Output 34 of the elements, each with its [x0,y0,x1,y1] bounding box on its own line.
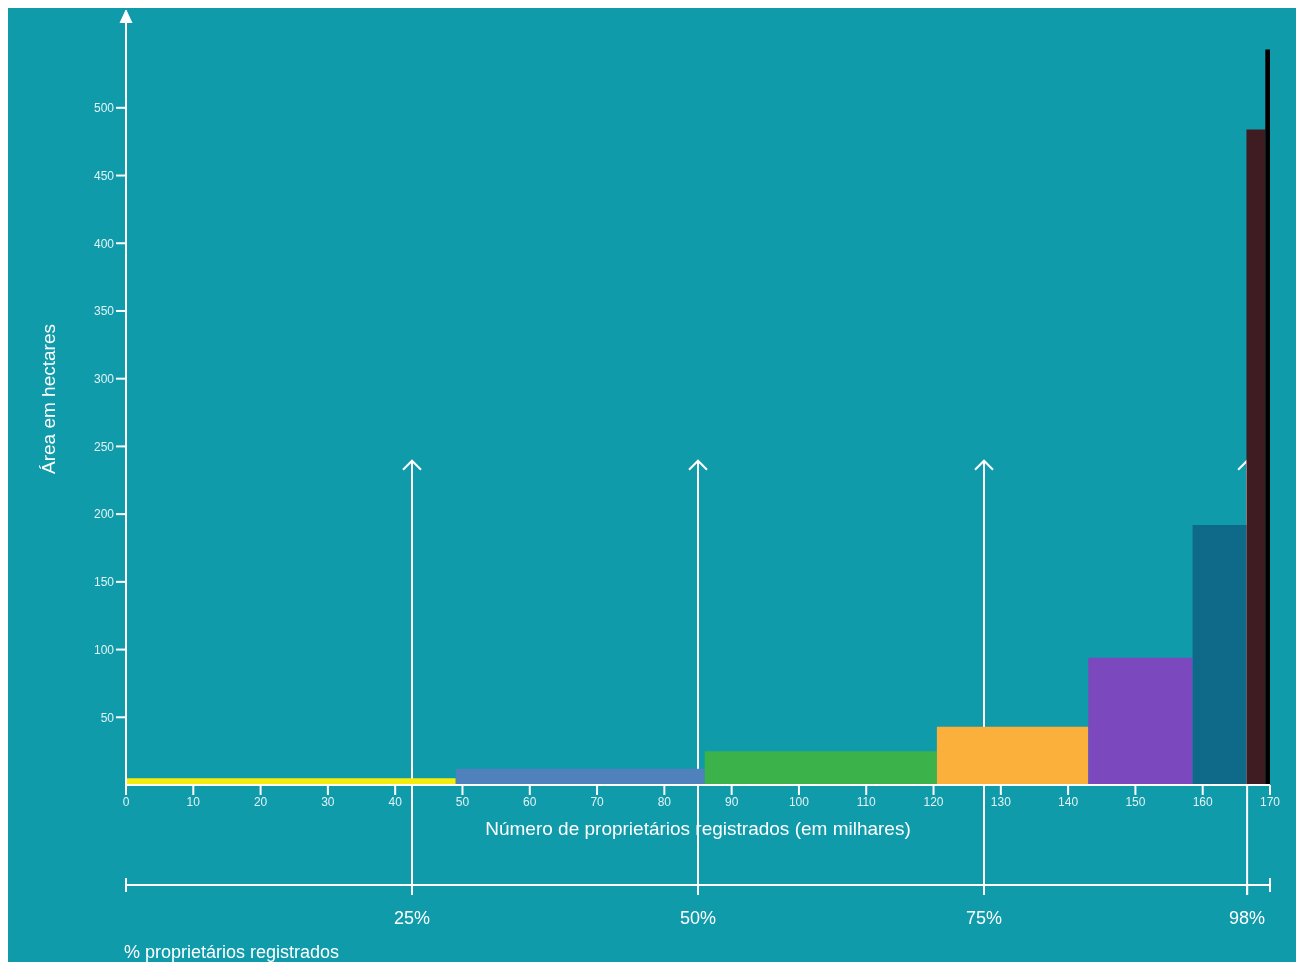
x-tick-label: 150 [1125,794,1146,809]
x-tick-label: 170 [1259,794,1281,809]
x-tick-label: 70 [590,794,605,809]
y-tick-label: 150 [93,575,115,590]
y-tick-label: 450 [93,168,115,183]
x2-axis-title: % proprietários registrados [124,942,340,962]
y-tick-label: 400 [93,236,115,251]
y-tick-label: 50 [100,710,115,725]
x-tick-label: 80 [657,794,672,809]
x-tick-label: 0 [122,794,130,809]
x-tick-label: 90 [724,794,739,809]
x2-tick-label: 75% [965,908,1003,928]
x-tick-label: 120 [923,794,944,809]
y-tick-label: 350 [93,304,115,319]
y-tick-label: 500 [93,101,115,116]
x-tick-label: 40 [388,794,403,809]
y-axis-title: Área em hectares [37,324,59,474]
x-tick-label: 50 [455,794,470,809]
x2-tick-label: 98% [1229,908,1266,928]
x-tick-label: 130 [990,794,1012,809]
x-tick-label: 30 [321,794,335,809]
y-tick-label: 200 [93,507,115,522]
x2-tick-label: 25% [393,908,431,928]
y-tick-label: 300 [93,371,115,386]
x-tick-label: 60 [523,794,537,809]
x2-tick-label: 50% [679,908,717,928]
x-tick-label: 110 [856,794,877,809]
x-tick-label: 20 [253,794,268,809]
x-tick-label: 100 [788,794,810,809]
x-tick-label: 10 [186,794,201,809]
x-tick-label: 160 [1192,794,1214,809]
y-tick-label: 250 [93,439,115,454]
x-tick-label: 140 [1058,794,1079,809]
y-tick-label: 100 [93,642,115,657]
